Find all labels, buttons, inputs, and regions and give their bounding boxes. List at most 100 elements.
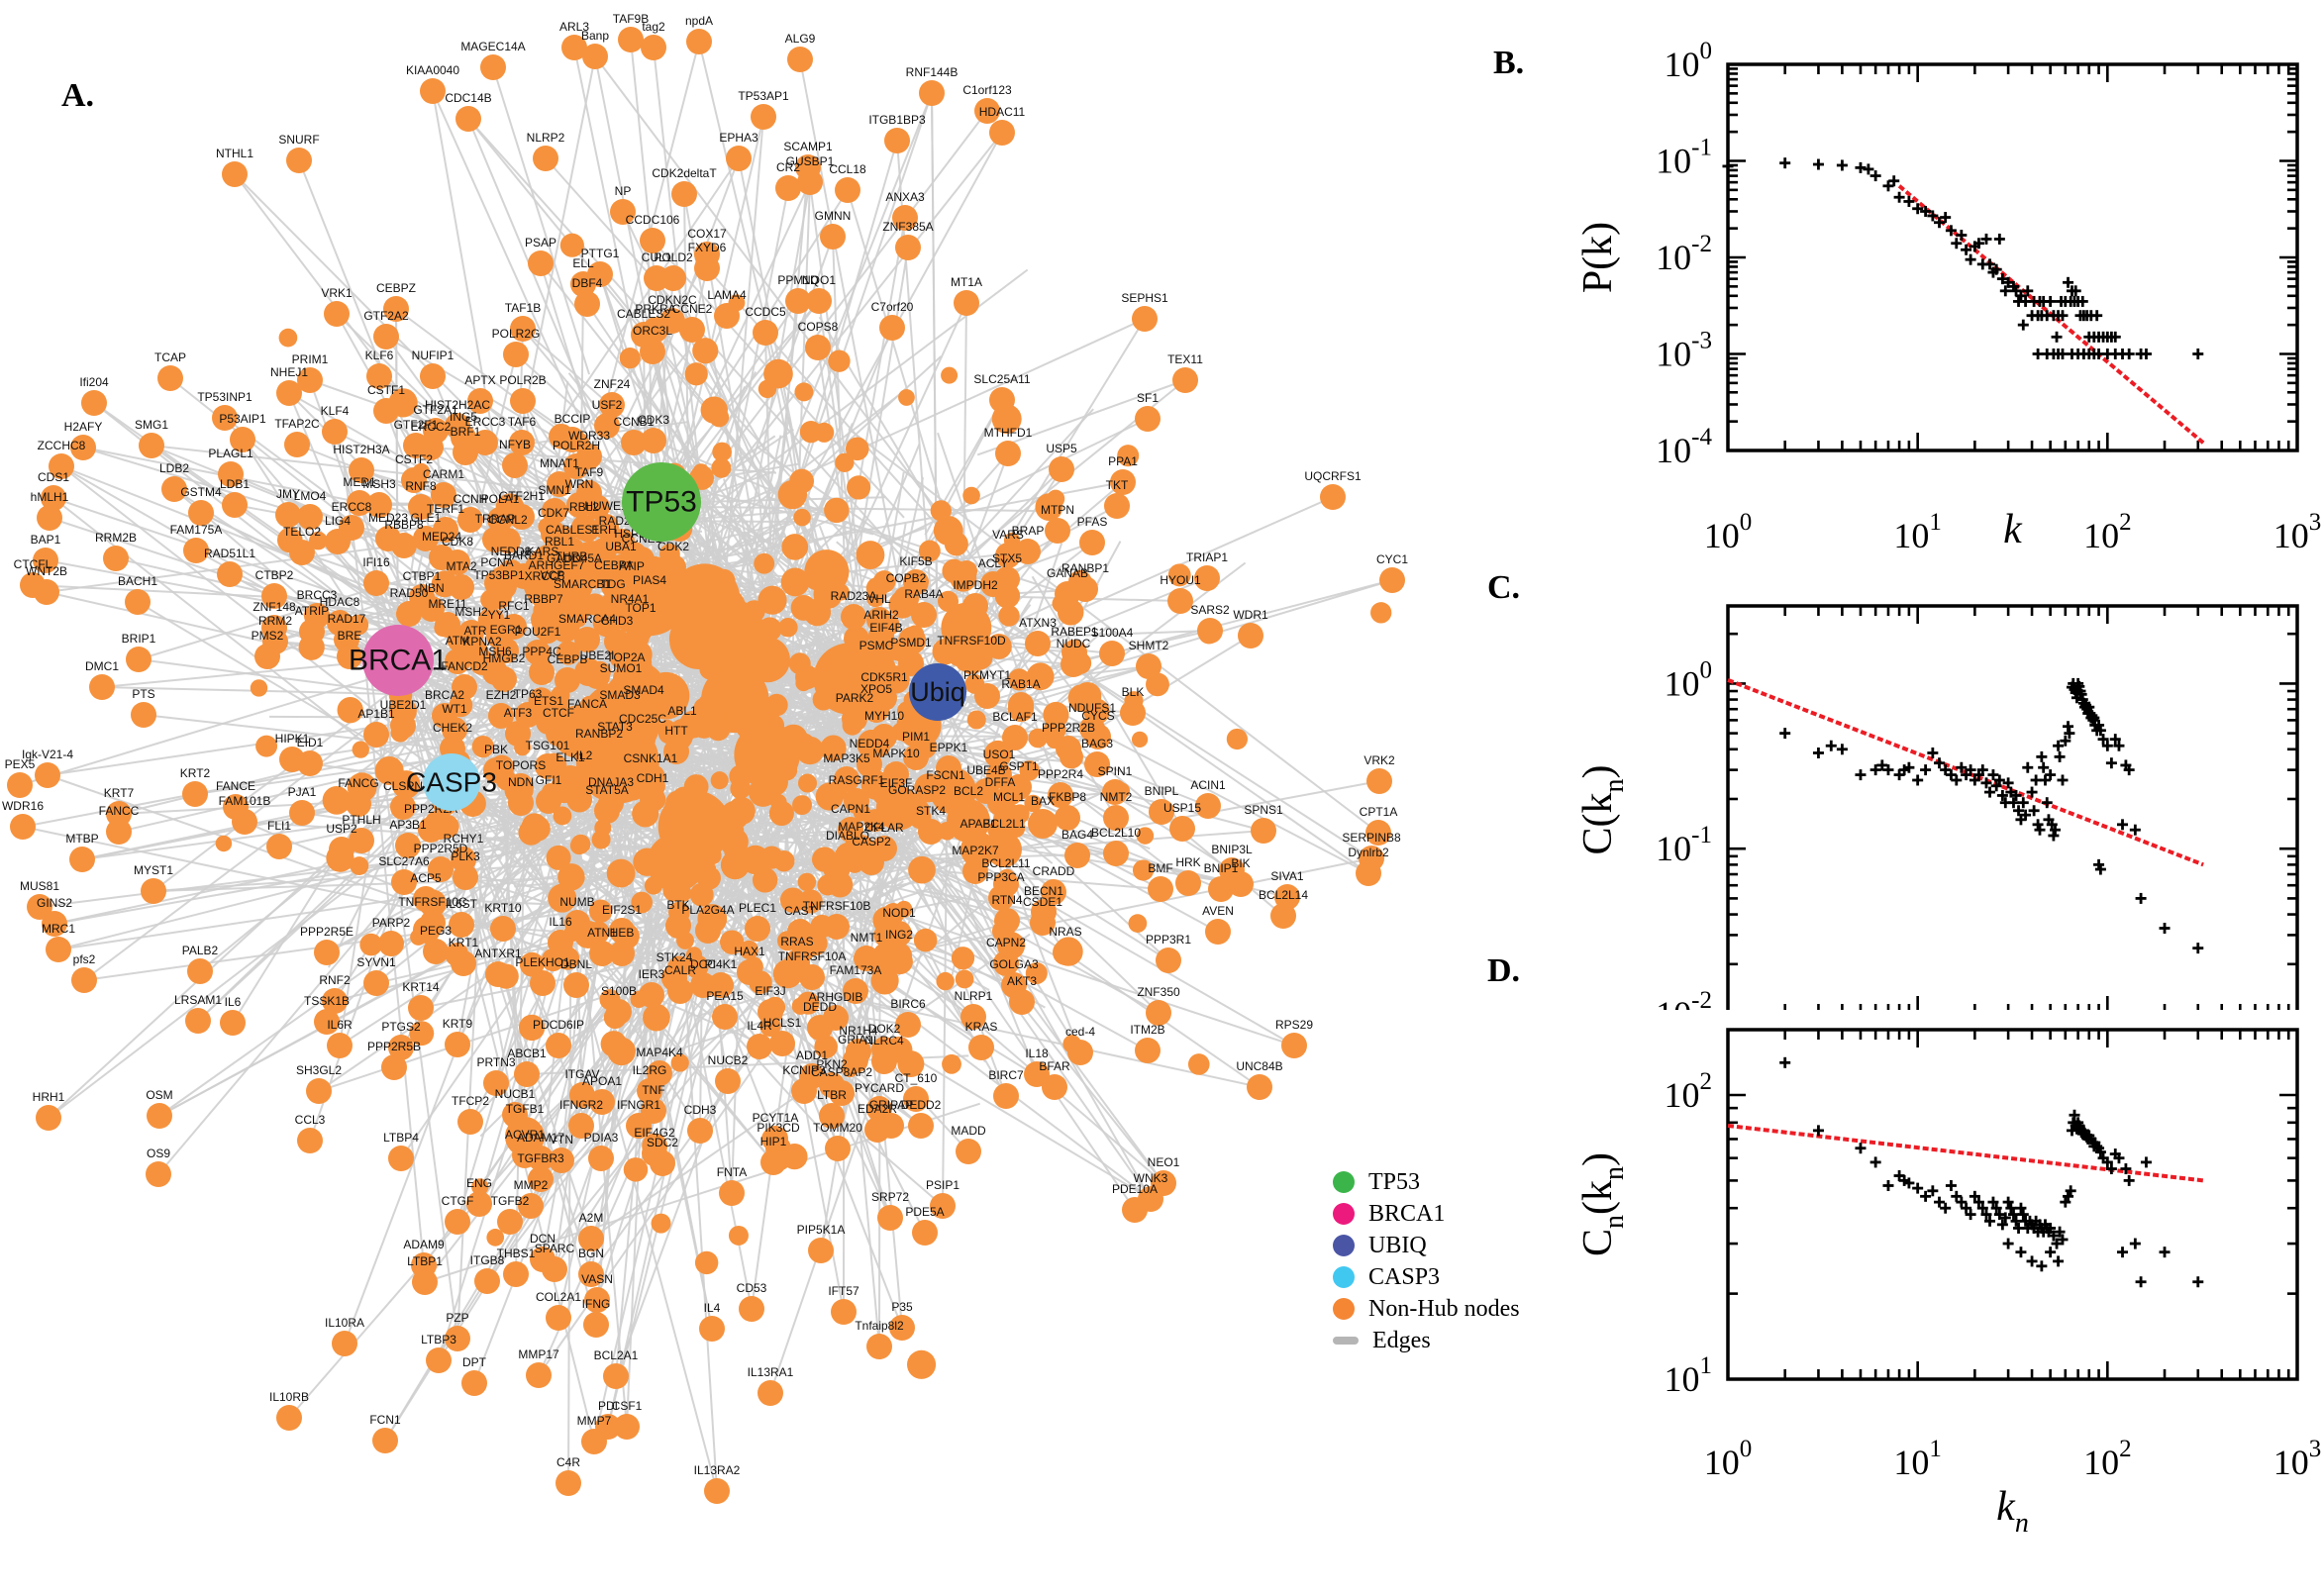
network-node-label: IL4R bbox=[747, 1019, 772, 1033]
network-node-label: pfs2 bbox=[73, 952, 96, 966]
network-node bbox=[871, 724, 897, 749]
network-node bbox=[426, 1347, 452, 1373]
axis-ticks bbox=[1726, 62, 2299, 452]
network-node bbox=[423, 939, 449, 964]
network-node bbox=[561, 35, 587, 60]
network-node bbox=[547, 471, 572, 497]
network-node-label: PSMD1 bbox=[890, 636, 932, 649]
network-node bbox=[739, 1296, 764, 1322]
network-labeled-nodes bbox=[7, 27, 1405, 1504]
network-node bbox=[751, 104, 776, 130]
x-tick-label: 103​ bbox=[2273, 509, 2322, 549]
network-node-label: TEX11 bbox=[1167, 352, 1203, 366]
network-node-label: CYCS bbox=[1081, 709, 1114, 723]
network-node bbox=[606, 999, 632, 1025]
network-node bbox=[1135, 406, 1161, 432]
network-node bbox=[825, 1136, 851, 1161]
axis-ticks bbox=[1726, 1030, 2299, 1381]
network-node bbox=[745, 916, 770, 942]
network-node bbox=[699, 1316, 725, 1342]
network-node-label: SHMT2 bbox=[1129, 639, 1169, 652]
network-node bbox=[715, 1068, 741, 1094]
network-node bbox=[433, 517, 458, 543]
network-node bbox=[962, 593, 988, 619]
network-node-label: IL4 bbox=[704, 1301, 721, 1315]
network-node-label: BLK bbox=[1122, 685, 1145, 699]
network-node bbox=[708, 972, 734, 998]
network-node bbox=[488, 703, 514, 729]
network-node bbox=[599, 392, 625, 418]
network-node-label: CTBP2 bbox=[255, 568, 294, 582]
network-node-label: TDG bbox=[600, 577, 625, 591]
network-node-label: APTX bbox=[464, 373, 495, 387]
network-node bbox=[366, 363, 392, 389]
network-node-label: NFYB bbox=[499, 438, 531, 451]
network-node-label: SMG1 bbox=[135, 418, 168, 432]
legend-label: Non-Hub nodes bbox=[1368, 1295, 1520, 1322]
network-node-label: ZNF350 bbox=[1137, 985, 1180, 999]
network-node bbox=[714, 303, 740, 329]
network-node-label: CSNK1A1 bbox=[624, 751, 678, 765]
network-node-label: PALB2 bbox=[182, 944, 219, 957]
network-node-label: NUDC bbox=[1057, 637, 1091, 650]
network-node bbox=[994, 908, 1020, 934]
network-node-label: RNF144B bbox=[906, 65, 959, 79]
chart-B-plot: 100​ 10-1​ 10-2​ 10-3​ 10-4​ 100​ 101​ 102​ 103​… bbox=[1575, 38, 2321, 549]
network-node bbox=[1251, 818, 1276, 844]
network-node bbox=[787, 919, 813, 945]
network-node-label: NEDD8 bbox=[491, 545, 532, 558]
network-node-label: FANCG bbox=[338, 776, 378, 790]
network-node bbox=[1228, 871, 1254, 897]
network-node-label: TRIAP1 bbox=[1186, 550, 1228, 564]
network-node bbox=[1195, 793, 1221, 819]
network-node-label: PPM1D bbox=[777, 273, 819, 287]
network-node bbox=[497, 1209, 523, 1235]
network-node-label: BFAR bbox=[1039, 1059, 1070, 1073]
network-node bbox=[607, 703, 633, 729]
network-node-label: STAT5A bbox=[585, 783, 629, 797]
legend-item-edges: Edges bbox=[1333, 1325, 1520, 1356]
network-node bbox=[618, 27, 644, 52]
network-node-label: GTF2A1 bbox=[413, 403, 458, 417]
network-node-label: CDK5R1 bbox=[860, 670, 908, 684]
network-node-label: GADD45A bbox=[547, 551, 602, 565]
network-node-label: WDR16 bbox=[2, 799, 44, 813]
network-node-label: APOA1 bbox=[582, 1074, 622, 1088]
network-node bbox=[490, 916, 516, 942]
y-tick-label: 100​ bbox=[1665, 38, 1713, 84]
network-node-label: KPNA2 bbox=[462, 635, 502, 648]
network-node-label: ACP5 bbox=[410, 871, 442, 885]
network-node-label: KLF6 bbox=[365, 349, 394, 362]
network-node bbox=[574, 291, 600, 317]
network-node-label: MAPK10 bbox=[872, 747, 920, 760]
network-node bbox=[886, 921, 912, 947]
network-node-label: PCNA bbox=[480, 555, 513, 569]
network-node bbox=[879, 315, 905, 341]
network-node-label: PPA1 bbox=[1108, 454, 1138, 468]
network-node bbox=[413, 886, 439, 912]
network-node bbox=[959, 648, 984, 674]
network-node bbox=[322, 988, 348, 1014]
network-node bbox=[936, 755, 961, 781]
network-node bbox=[388, 1146, 414, 1171]
network-node bbox=[1060, 651, 1086, 677]
network-node-label: NRAS bbox=[1049, 925, 1081, 939]
network-node bbox=[474, 1268, 500, 1294]
network-node-label: KARS bbox=[527, 545, 559, 558]
network-node-label: DEDD2 bbox=[901, 1098, 942, 1112]
network-node bbox=[638, 766, 663, 792]
network-node-label: OSM bbox=[146, 1088, 172, 1102]
network-node-label: NP bbox=[615, 184, 632, 198]
network-node-label: FCN1 bbox=[369, 1413, 401, 1427]
network-node-label: YY1 bbox=[488, 608, 511, 622]
network-node-label: SYVN1 bbox=[356, 955, 396, 969]
network-node bbox=[912, 1220, 938, 1246]
network-node-label: IFNGR2 bbox=[559, 1098, 603, 1112]
network-node bbox=[536, 788, 561, 814]
network-node-label: A2M bbox=[579, 1211, 604, 1225]
network-node bbox=[408, 995, 434, 1021]
network-node-label: SMAD4 bbox=[623, 683, 664, 697]
network-node-label: ABCB1 bbox=[507, 1047, 547, 1060]
network-node-label: BRIP1 bbox=[122, 632, 156, 646]
network-node bbox=[594, 413, 620, 439]
